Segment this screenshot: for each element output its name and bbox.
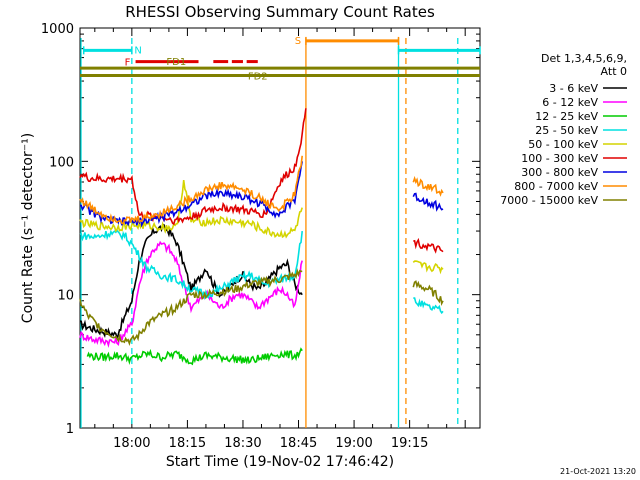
series-line: [413, 297, 444, 315]
chart-title: RHESSI Observing Summary Count Rates: [125, 3, 435, 21]
legend-label: 12 - 25 keV: [535, 110, 598, 123]
series-line: [412, 175, 444, 197]
x-tick-label: 18:30: [224, 436, 261, 451]
legend-label: 800 - 7000 keV: [514, 180, 598, 193]
series-group: [79, 108, 444, 366]
x-axis-label: Start Time (19-Nov-02 17:46:42): [166, 454, 394, 470]
legend-header: Det 1,3,4,5,6,9,: [541, 52, 627, 65]
legend-label: 7000 - 15000 keV: [500, 194, 598, 207]
y-tick-label: 1: [66, 422, 74, 437]
series-line: [412, 280, 444, 306]
x-tick-label: 18:00: [113, 436, 150, 451]
series-line: [79, 240, 303, 349]
y-axis-label: Count Rate (s⁻¹ detector⁻¹): [20, 133, 36, 323]
state-bars: N S F FD1 FD2: [80, 36, 481, 83]
legend-label: 6 - 12 keV: [542, 96, 598, 109]
series-line: [412, 260, 444, 275]
state-bar-label: N: [134, 45, 141, 56]
x-axis: 18:00 18:15 18:30 18:45 19:00 19:15: [94, 28, 466, 451]
series-line: [86, 347, 303, 366]
state-bar-label: F: [125, 58, 131, 69]
series-line: [79, 267, 303, 347]
series-line: [79, 155, 303, 225]
y-axis: 1 10 100 1000: [41, 22, 480, 437]
series-line: [79, 179, 303, 239]
series-line: [413, 237, 444, 254]
series-line: [412, 192, 444, 212]
legend-label: 300 - 800 keV: [521, 166, 598, 179]
y-tick-label: 100: [49, 155, 74, 170]
state-bar-label: FD1: [166, 57, 186, 68]
series-line: [79, 108, 307, 226]
legend-label: 25 - 50 keV: [535, 124, 598, 137]
state-bar-label: FD2: [248, 72, 268, 83]
legend-label: 50 - 100 keV: [528, 138, 598, 151]
series-line: [79, 161, 303, 228]
x-tick-label: 19:15: [391, 436, 428, 451]
footer-date: 21-Oct-2021 13:20: [560, 467, 636, 476]
x-tick-label: 18:45: [280, 436, 317, 451]
legend-header: Att 0: [601, 65, 627, 78]
y-tick-label: 10: [57, 289, 74, 304]
x-tick-label: 19:00: [335, 436, 372, 451]
x-tick-label: 18:15: [169, 436, 206, 451]
y-tick-label: 1000: [41, 22, 74, 37]
legend-label: 100 - 300 keV: [521, 152, 598, 165]
vertical-markers: [80, 38, 459, 428]
legend-label: 3 - 6 keV: [549, 82, 598, 95]
state-bar-label: S: [295, 36, 301, 47]
